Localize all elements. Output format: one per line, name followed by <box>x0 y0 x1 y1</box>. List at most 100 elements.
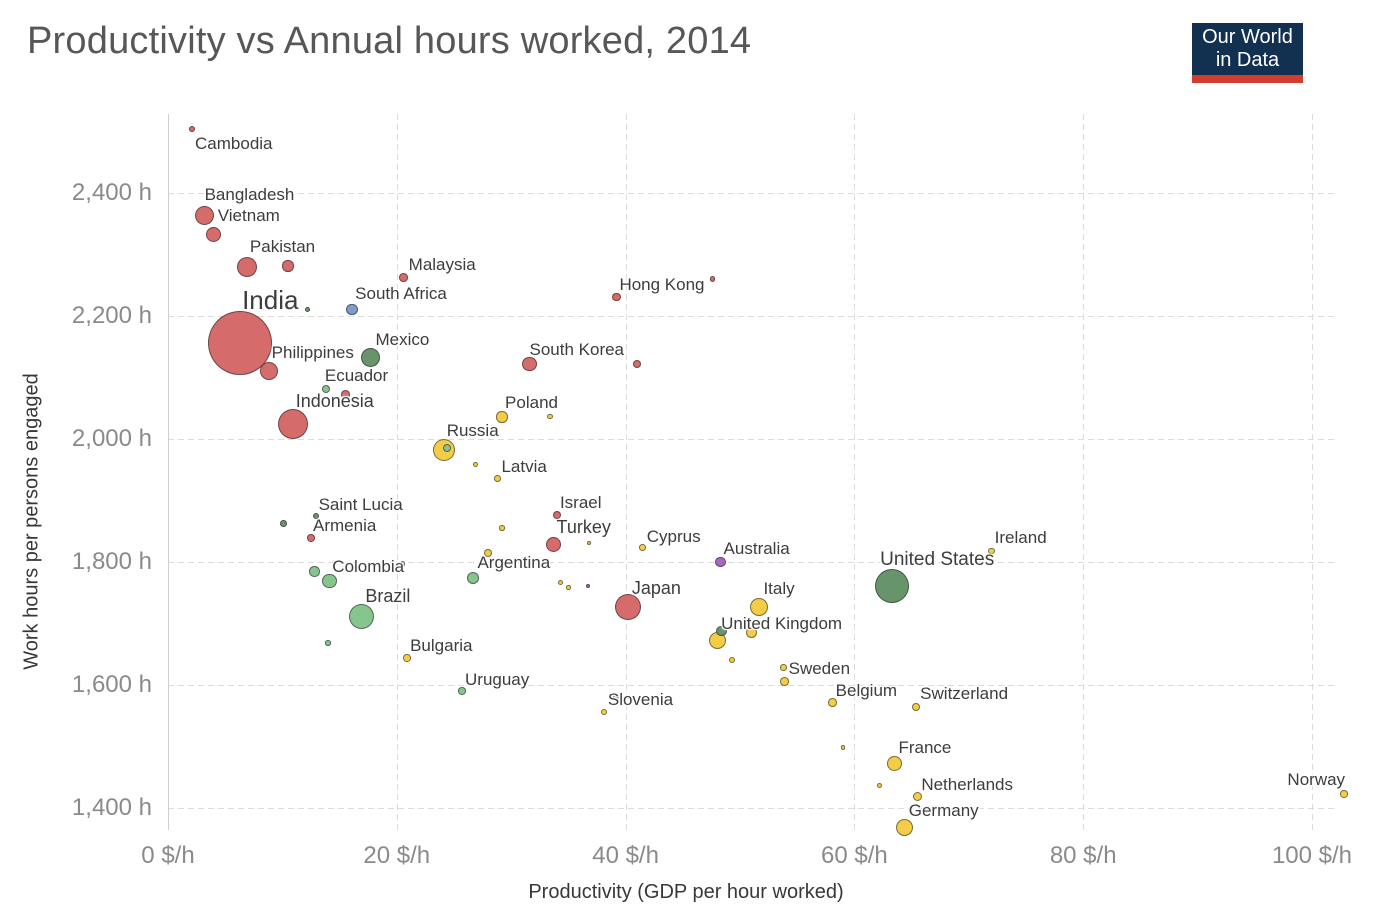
country-label[interactable]: Philippines <box>271 343 354 363</box>
country-dot[interactable] <box>715 556 726 568</box>
country-label[interactable]: Bangladesh <box>204 184 295 204</box>
country-dot[interactable] <box>307 534 315 542</box>
country-dot[interactable] <box>886 755 902 771</box>
country-dot[interactable] <box>546 536 562 552</box>
country-dot[interactable] <box>745 627 758 639</box>
country-dot[interactable] <box>473 461 479 467</box>
country-dot[interactable] <box>828 697 837 707</box>
country-label[interactable]: Ireland <box>994 528 1047 548</box>
country-label[interactable]: Belgium <box>835 680 898 700</box>
country-label[interactable]: South Korea <box>529 340 625 360</box>
country-dot[interactable] <box>728 656 735 663</box>
country-dot[interactable] <box>206 227 222 243</box>
country-dot[interactable] <box>780 664 787 672</box>
country-label[interactable]: Armenia <box>313 515 377 535</box>
country-label[interactable]: South Africa <box>355 283 447 303</box>
country-label[interactable]: France <box>898 737 952 757</box>
country-dot[interactable] <box>321 384 331 394</box>
owid-logo[interactable]: Our World in Data <box>1192 23 1303 83</box>
country-label[interactable]: Russia <box>446 420 499 440</box>
country-dot[interactable] <box>522 356 537 372</box>
country-label[interactable]: Slovenia <box>607 689 674 709</box>
country-dot[interactable] <box>493 475 501 483</box>
country-label[interactable]: Latvia <box>501 457 547 477</box>
country-label[interactable]: Poland <box>505 393 558 413</box>
country-dot[interactable] <box>613 694 620 701</box>
country-dot[interactable] <box>557 579 564 585</box>
country-dot[interactable] <box>547 413 553 419</box>
country-dot[interactable] <box>458 687 466 695</box>
country-dot[interactable] <box>632 359 642 369</box>
country-label[interactable]: United Kingdom <box>721 614 843 634</box>
country-label[interactable]: Argentina <box>477 553 551 573</box>
country-label[interactable]: Malaysia <box>408 254 476 274</box>
country-dot[interactable] <box>312 512 319 519</box>
country-dot[interactable] <box>496 411 508 423</box>
country-dot[interactable] <box>840 745 846 751</box>
country-dot[interactable] <box>614 593 641 620</box>
country-label[interactable]: Ecuador <box>324 365 389 385</box>
country-dot[interactable] <box>875 568 910 603</box>
country-dot[interactable] <box>280 519 287 527</box>
country-dot[interactable] <box>195 205 215 225</box>
country-label[interactable]: Saint Lucia <box>318 495 403 515</box>
country-label[interactable]: Switzerland <box>920 683 1009 703</box>
country-dot[interactable] <box>585 583 591 589</box>
country-dot[interactable] <box>1340 790 1348 798</box>
country-label[interactable]: United States <box>880 549 995 571</box>
country-label[interactable]: Germany <box>908 800 979 820</box>
country-label[interactable]: Japan <box>631 577 681 598</box>
country-dot[interactable] <box>600 523 605 528</box>
country-dot[interactable] <box>399 272 408 282</box>
country-dot[interactable] <box>780 677 789 686</box>
country-dot[interactable] <box>259 361 278 380</box>
country-dot[interactable] <box>304 306 311 312</box>
country-label[interactable]: Cambodia <box>195 133 273 153</box>
country-dot[interactable] <box>443 444 452 453</box>
country-label[interactable]: Colombia <box>332 556 405 576</box>
country-dot[interactable] <box>750 597 769 616</box>
country-dot[interactable] <box>612 292 621 302</box>
country-label[interactable]: Israel <box>559 492 602 512</box>
country-label[interactable]: Australia <box>723 538 790 558</box>
country-dot[interactable] <box>566 584 571 590</box>
country-label[interactable]: Norway <box>1287 770 1346 790</box>
country-label[interactable]: Cyprus <box>646 526 701 546</box>
country-label[interactable]: Pakistan <box>249 237 316 257</box>
country-label[interactable]: Brazil <box>365 585 411 606</box>
country-dot[interactable] <box>876 782 883 788</box>
country-dot[interactable] <box>600 708 608 716</box>
country-dot[interactable] <box>552 511 561 520</box>
country-label[interactable]: Turkey <box>556 517 611 538</box>
country-dot[interactable] <box>399 561 406 567</box>
country-label[interactable]: Vietnam <box>217 206 280 226</box>
country-dot[interactable] <box>484 548 493 557</box>
country-label[interactable]: Indonesia <box>295 391 374 412</box>
country-dot[interactable] <box>322 573 337 589</box>
country-dot[interactable] <box>325 640 331 646</box>
country-dot[interactable] <box>341 390 350 399</box>
country-dot[interactable] <box>912 792 922 802</box>
country-dot[interactable] <box>988 547 995 555</box>
country-dot[interactable] <box>360 348 380 368</box>
country-dot[interactable] <box>896 818 914 836</box>
country-label[interactable]: India <box>242 285 299 316</box>
country-dot[interactable] <box>911 702 921 712</box>
country-dot[interactable] <box>716 625 727 637</box>
country-label[interactable]: Italy <box>763 579 795 599</box>
country-dot[interactable] <box>309 565 320 577</box>
country-label[interactable]: Bulgaria <box>410 636 473 656</box>
country-dot[interactable] <box>346 303 358 315</box>
country-dot[interactable] <box>277 409 308 440</box>
country-label[interactable]: Uruguay <box>465 669 530 689</box>
country-dot[interactable] <box>348 604 374 630</box>
country-dot[interactable] <box>282 260 294 272</box>
country-dot[interactable] <box>189 126 196 133</box>
country-dot[interactable] <box>639 543 647 551</box>
country-label[interactable]: Sweden <box>788 658 851 678</box>
country-dot[interactable] <box>709 276 716 282</box>
country-label[interactable]: Hong Kong <box>619 275 705 295</box>
country-dot[interactable] <box>467 571 480 584</box>
country-label[interactable]: Mexico <box>375 330 430 350</box>
country-dot[interactable] <box>499 525 505 531</box>
